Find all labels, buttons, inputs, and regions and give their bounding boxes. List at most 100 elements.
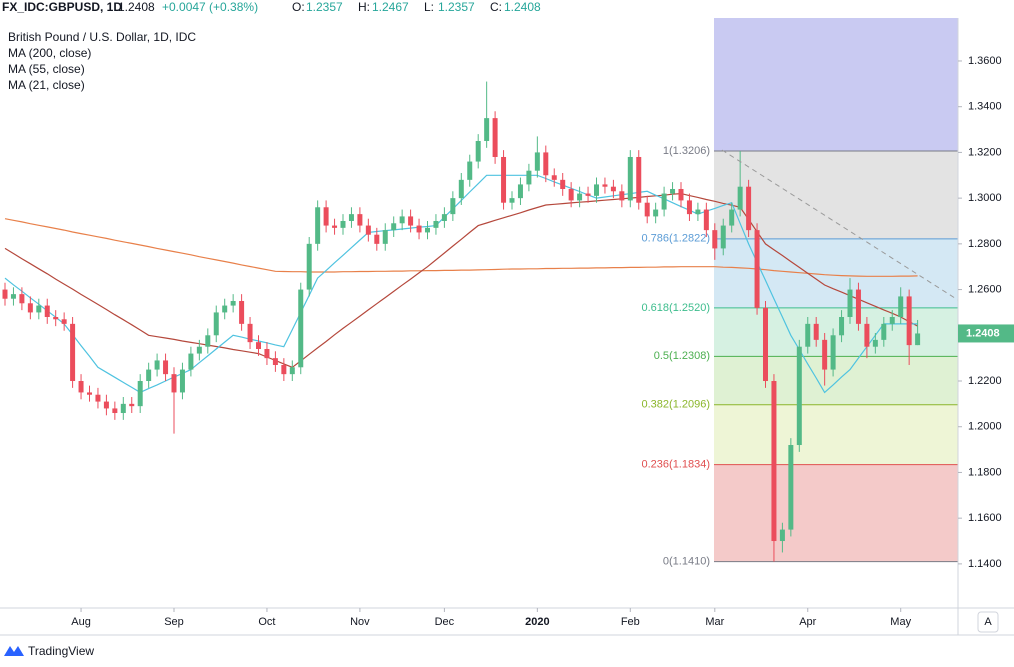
candle-body	[188, 353, 194, 370]
candle-body	[813, 323, 819, 340]
candle-body	[594, 184, 599, 196]
candle-body	[230, 300, 236, 306]
candle-body	[103, 401, 109, 409]
y-tick-label: 1.3000	[968, 192, 1002, 204]
y-tick-label: 1.3400	[968, 101, 1002, 113]
ohlc-value: 1.2357	[438, 0, 475, 14]
symbol: FX_IDC:GBPUSD, 1D	[2, 0, 122, 14]
last-price-tag	[958, 324, 1014, 343]
candle-body	[467, 161, 473, 180]
candle-body	[272, 358, 278, 366]
candle-body	[120, 403, 126, 414]
y-tick-label: 1.3200	[968, 146, 1002, 158]
candle-body	[408, 216, 414, 226]
auto-scale-label[interactable]: A	[984, 616, 992, 628]
candle-body	[610, 186, 616, 192]
candle-body	[830, 335, 836, 370]
last-price-label: 1.2408	[966, 327, 1000, 339]
candle-body	[78, 381, 84, 393]
candle-body	[670, 188, 676, 194]
candle-body	[298, 289, 304, 368]
fib-band	[714, 404, 958, 465]
candle-body	[44, 305, 50, 318]
fib-band	[714, 151, 958, 239]
candle-body	[847, 289, 853, 318]
candle-body	[146, 369, 152, 382]
fib-band	[714, 464, 958, 562]
candle-body	[365, 225, 371, 235]
x-tick-label: May	[890, 616, 911, 628]
candle-body	[247, 323, 253, 343]
brand-logo	[4, 646, 24, 656]
x-tick-label: Apr	[799, 616, 816, 628]
candle-body	[374, 234, 380, 244]
ohlc-value: 1.2467	[372, 0, 409, 14]
candle-body	[543, 152, 549, 176]
candle-body	[636, 156, 642, 203]
candle-body	[915, 333, 921, 346]
candle-body	[179, 369, 185, 393]
candle-body	[484, 118, 490, 141]
candle-body	[348, 214, 354, 221]
candle-body	[289, 367, 295, 375]
chart-title: British Pound / U.S. Dollar, 1D, IDC	[8, 30, 196, 44]
candle-body	[154, 360, 160, 370]
y-tick-label: 1.2000	[968, 421, 1002, 433]
ohlc-label: O:	[292, 0, 305, 14]
fib-label: 0.618(1.2520)	[642, 302, 711, 314]
moving-average	[4, 218, 918, 277]
candle-body	[534, 152, 540, 171]
candle-body	[585, 193, 591, 196]
candle-body	[627, 156, 633, 201]
candle-body	[568, 188, 574, 201]
candle-body	[137, 381, 143, 407]
y-tick-label: 1.1400	[968, 558, 1002, 570]
candle-body	[340, 220, 346, 228]
candle-body	[881, 323, 887, 340]
candle-body	[53, 317, 59, 320]
candle-body	[754, 230, 760, 308]
fib-band	[714, 307, 958, 357]
fib-label: 1(1.3206)	[663, 145, 710, 157]
candle-body	[27, 303, 33, 313]
candle-body	[720, 225, 726, 249]
fib-label: 0.5(1.2308)	[654, 350, 710, 362]
candle-body	[906, 296, 912, 346]
candle-body	[822, 339, 828, 370]
brand-name: TradingView	[28, 644, 94, 658]
candle-body	[264, 349, 270, 359]
change: +0.0047 (+0.38%)	[162, 0, 258, 14]
candle-body	[382, 230, 388, 244]
last-price: 1.2408	[118, 0, 155, 14]
candle-body	[112, 408, 118, 414]
x-tick-label: Sep	[164, 616, 184, 628]
candle-body	[213, 312, 219, 336]
auto-scale-button[interactable]	[977, 611, 999, 633]
candle-body	[19, 294, 25, 304]
fib-band	[714, 18, 958, 152]
candle-body	[399, 216, 405, 224]
x-tick-label: 2020	[525, 616, 549, 628]
ohlc-value: 1.2357	[306, 0, 343, 14]
candle-body	[501, 156, 507, 203]
y-tick-label: 1.1600	[968, 512, 1002, 524]
fib-label: 0.236(1.1834)	[642, 459, 711, 471]
y-tick-label: 1.2200	[968, 375, 1002, 387]
candle-body	[36, 305, 42, 313]
fib-band	[714, 356, 958, 405]
x-tick-label: Aug	[71, 616, 91, 628]
ohlc-label: C:	[490, 0, 502, 14]
fib-label: 0.382(1.2096)	[642, 399, 711, 411]
candle-body	[737, 186, 743, 210]
candle-body	[222, 305, 228, 313]
candle-body	[517, 184, 523, 199]
candle-body	[205, 335, 211, 347]
brand: TradingView	[4, 644, 94, 658]
candle-body	[306, 243, 312, 290]
legend-entry: MA (21, close)	[8, 78, 85, 92]
candle-body	[695, 209, 701, 215]
candle-body	[95, 394, 101, 402]
candle-body	[171, 374, 177, 393]
candle-body	[551, 175, 557, 180]
